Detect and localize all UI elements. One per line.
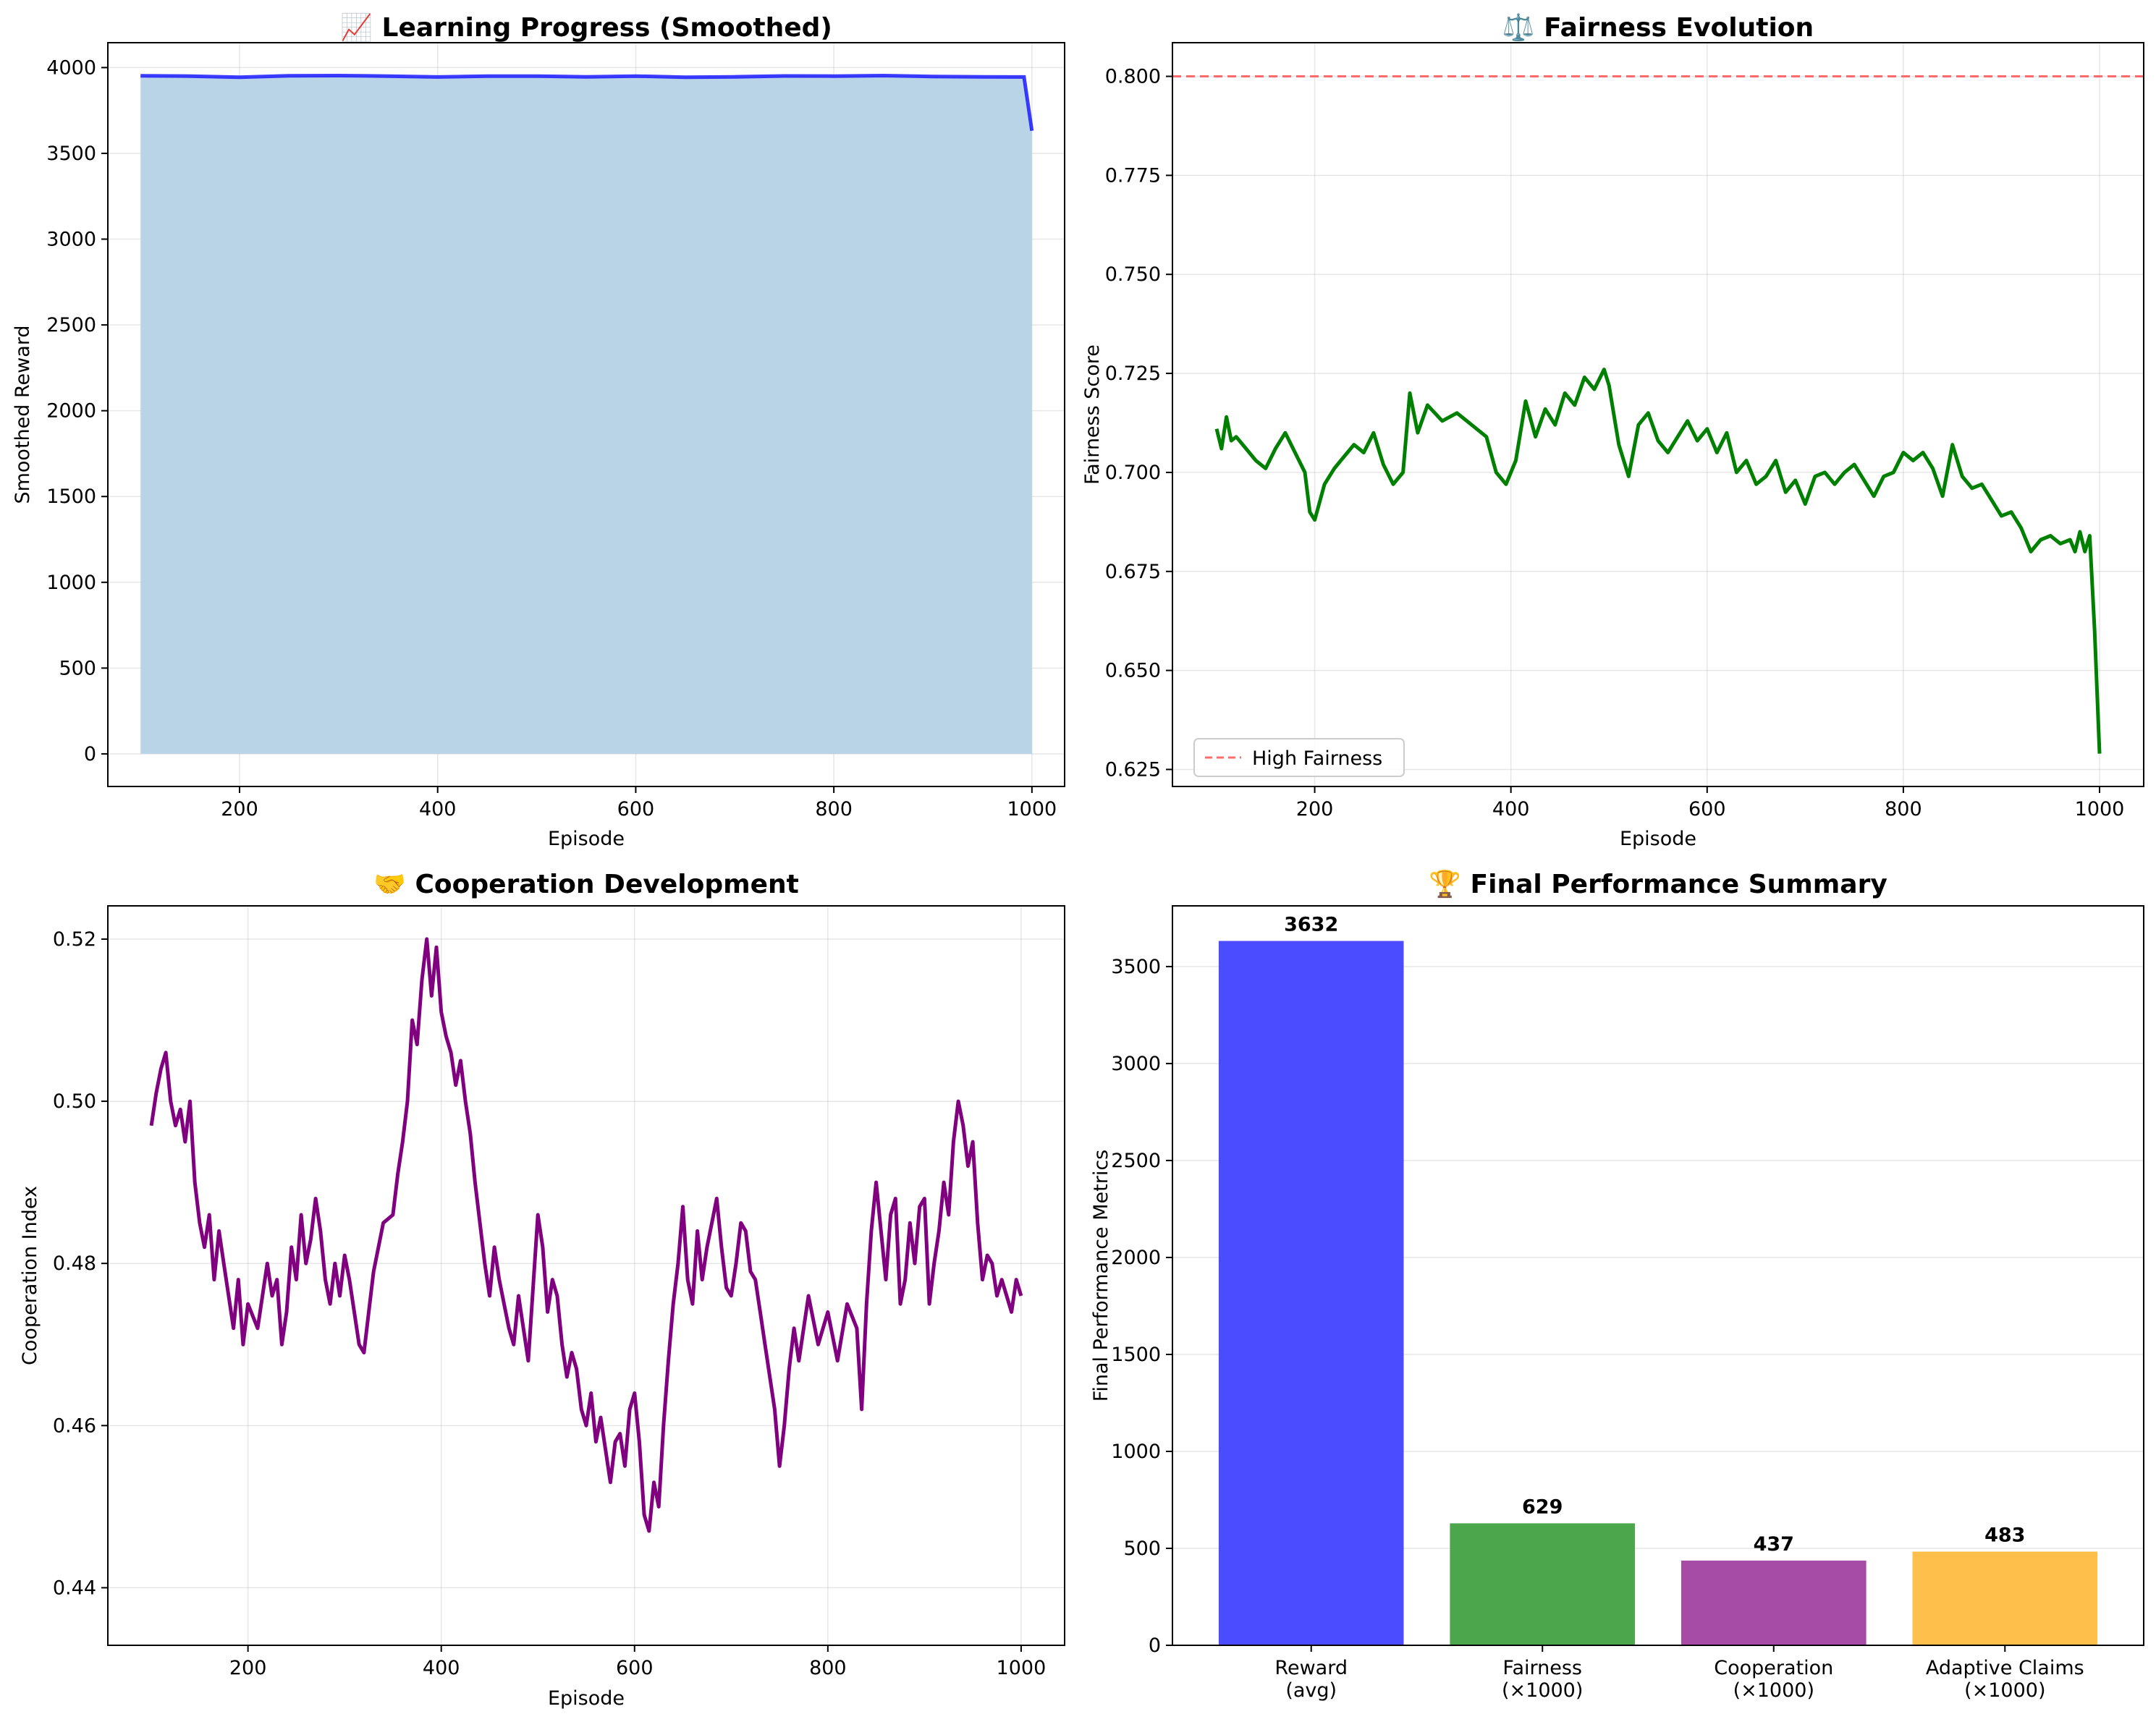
cooperation-y-tick-label-1: 0.46 — [53, 1414, 96, 1437]
summary-x-tick-label-3-1: (×1000) — [1964, 1679, 2045, 1702]
fairness-y-tick-label-1: 0.650 — [1105, 660, 1161, 682]
learning-progress-panel: 200 400 600 800 1000 0 500 1000 1500 2000 2500 300… — [12, 12, 1065, 850]
fairness-y-tick-label-3: 0.700 — [1105, 462, 1161, 484]
summary-title: 🏆 Final Performance Summary — [1429, 869, 1887, 899]
learning-y-tick-label-8: 4000 — [46, 56, 96, 79]
learning-y-tick-label-4: 2000 — [46, 400, 96, 423]
learning-y-tick-label-5: 2500 — [46, 314, 96, 336]
summary-y-tick-label-0: 0 — [1149, 1634, 1161, 1657]
fairness-x-axis-label: Episode — [1620, 828, 1696, 850]
summary-bar-value-3: 483 — [1984, 1524, 2025, 1547]
learning-y-tick-label-7: 3500 — [46, 143, 96, 165]
summary-bar-1 — [1450, 1523, 1635, 1645]
fairness-x-tick-label-200: 200 — [1296, 798, 1334, 820]
fairness-legend: High Fairness — [1194, 739, 1404, 776]
learning-x-tick-label-800: 800 — [815, 798, 853, 820]
learning-y-tick-label-0: 0 — [84, 743, 96, 765]
fairness-x-tick-label-400: 400 — [1492, 798, 1530, 820]
cooperation-x-tick-label-600: 600 — [616, 1657, 654, 1679]
learning-y-tick-label-6: 3000 — [46, 229, 96, 251]
cooperation-title: 🤝 Cooperation Development — [373, 870, 799, 899]
summary-x-tick-label-0-1: (avg) — [1285, 1679, 1337, 1702]
summary-y-tick-label-6: 3000 — [1111, 1053, 1161, 1075]
summary-y-tick-label-1: 500 — [1123, 1538, 1161, 1560]
fairness-y-tick-label-7: 0.800 — [1105, 66, 1161, 88]
learning-title: 📈 Learning Progress (Smoothed) — [340, 12, 832, 43]
learning-area-fill — [140, 76, 1032, 754]
learning-x-axis-label: Episode — [548, 828, 625, 850]
summary-x-tick-label-1-0: Fairness — [1502, 1657, 1582, 1679]
summary-y-axis-label: Final Performance Metrics — [1090, 1150, 1112, 1402]
fairness-y-tick-label-5: 0.750 — [1105, 263, 1161, 286]
fairness-title: ⚖️ Fairness Evolution — [1502, 12, 1814, 43]
fairness-y-axis-label: Fairness Score — [1081, 344, 1104, 485]
legend-label-high-fairness: High Fairness — [1252, 747, 1382, 770]
summary-bar-value-2: 437 — [1754, 1533, 1794, 1556]
summary-y-tick-label-2: 1000 — [1111, 1441, 1161, 1463]
summary-bar-3 — [1913, 1552, 2098, 1646]
summary-y-tick-label-5: 2500 — [1111, 1150, 1161, 1172]
learning-x-tick-label-400: 400 — [419, 798, 457, 820]
fairness-x-tick-label-600: 600 — [1688, 798, 1726, 820]
summary-y-tick-label-4: 2000 — [1111, 1247, 1161, 1269]
summary-bar-value-1: 629 — [1522, 1496, 1563, 1518]
fairness-y-tick-label-6: 0.775 — [1105, 164, 1161, 187]
summary-x-tick-label-0-0: Reward — [1274, 1657, 1348, 1679]
summary-y-tick-label-7: 3500 — [1111, 956, 1161, 978]
cooperation-x-tick-label-800: 800 — [809, 1657, 847, 1679]
cooperation-y-tick-label-3: 0.50 — [53, 1090, 96, 1113]
fairness-y-tick-label-4: 0.725 — [1105, 362, 1161, 385]
learning-y-tick-label-2: 1000 — [46, 572, 96, 594]
cooperation-y-tick-label-0: 0.44 — [53, 1577, 96, 1599]
learning-x-tick-label-1000: 1000 — [1007, 798, 1057, 820]
learning-x-tick-label-200: 200 — [221, 798, 258, 820]
learning-y-axis-label: Smoothed Reward — [12, 325, 34, 504]
fairness-y-tick-label-0: 0.625 — [1105, 758, 1161, 781]
summary-bar-2 — [1681, 1561, 1867, 1645]
learning-y-tick-label-3: 1500 — [46, 485, 96, 508]
learning-y-tick-label-1: 500 — [59, 657, 96, 679]
fairness-y-tick-label-2: 0.675 — [1105, 561, 1161, 583]
summary-y-tick-label-3: 1500 — [1111, 1344, 1161, 1366]
cooperation-x-axis-label: Episode — [548, 1687, 625, 1710]
summary-x-tick-label-3-0: Adaptive Claims — [1926, 1657, 2084, 1679]
cooperation-x-tick-label-400: 400 — [423, 1657, 460, 1679]
fairness-x-tick-label-800: 800 — [1885, 798, 1922, 820]
summary-x-tick-label-2-1: (×1000) — [1733, 1679, 1814, 1702]
learning-x-tick-label-600: 600 — [617, 798, 655, 820]
fairness-x-tick-label-1000: 1000 — [2075, 798, 2125, 820]
cooperation-y-tick-label-2: 0.48 — [53, 1252, 96, 1275]
cooperation-y-tick-label-4: 0.52 — [53, 928, 96, 951]
summary-x-tick-label-2-0: Cooperation — [1714, 1657, 1833, 1679]
cooperation-x-tick-label-200: 200 — [229, 1657, 267, 1679]
cooperation-x-tick-label-1000: 1000 — [997, 1657, 1047, 1679]
summary-bar-0 — [1219, 941, 1404, 1646]
summary-bar-value-0: 3632 — [1284, 914, 1338, 936]
summary-x-tick-label-1-1: (×1000) — [1502, 1679, 1583, 1702]
cooperation-y-axis-label: Cooperation Index — [19, 1186, 41, 1365]
